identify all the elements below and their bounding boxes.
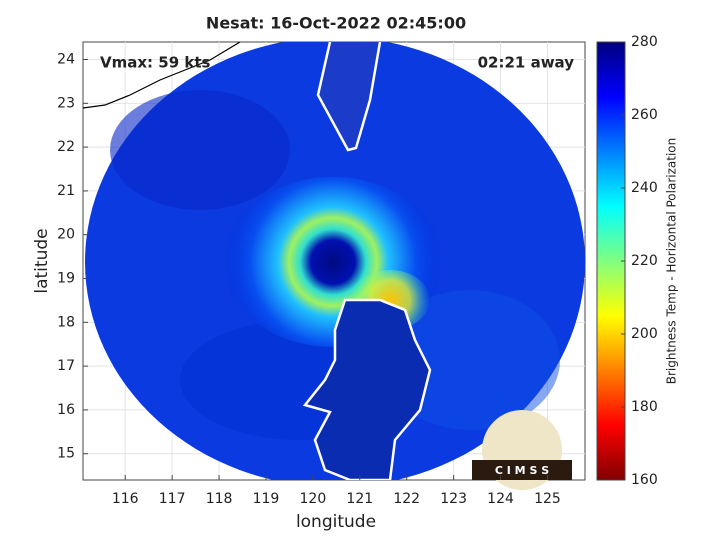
colorbar-tick-label: 260	[631, 107, 658, 123]
x-tick-label: 117	[159, 491, 186, 507]
y-tick-label: 15	[57, 446, 75, 462]
vmax-label: Vmax: 59 kts	[100, 54, 210, 72]
y-tick-label: 17	[57, 358, 75, 374]
x-tick-label: 123	[440, 491, 467, 507]
colorbar-tick-label: 220	[631, 253, 658, 269]
y-tick-label: 19	[57, 271, 75, 287]
x-tick-label: 122	[393, 491, 420, 507]
x-tick-label: 125	[534, 491, 561, 507]
title: Nesat: 16-Oct-2022 02:45:00	[206, 14, 466, 33]
colorbar-tick-label: 280	[631, 34, 658, 50]
logo-text: C I M S S	[495, 464, 549, 477]
x-tick-label: 124	[487, 491, 514, 507]
satellite-swath	[83, 42, 585, 480]
colorbar-tick-label: 180	[631, 399, 658, 415]
y-tick-label: 22	[57, 139, 75, 155]
y-tick-label: 23	[57, 95, 75, 111]
x-tick-label: 121	[346, 491, 373, 507]
x-tick-label: 119	[253, 491, 280, 507]
colorbar-tick-label: 240	[631, 180, 658, 196]
y-tick-label: 21	[57, 183, 75, 199]
colorbar-tick-label: 160	[631, 472, 658, 488]
x-tick-label: 120	[300, 491, 327, 507]
time-away-label: 02:21 away	[478, 54, 575, 72]
x-tick-label: 118	[206, 491, 233, 507]
x-axis-label: longitude	[296, 512, 376, 532]
colorbar-label: Brightness Temp - Horizontal Polarizatio…	[665, 138, 679, 385]
y-axis-label: latitude	[32, 228, 52, 293]
colorbar-tick-label: 200	[631, 326, 658, 342]
y-tick-label: 20	[57, 227, 75, 243]
x-tick-label: 116	[112, 491, 139, 507]
y-tick-label: 18	[57, 314, 75, 330]
y-tick-label: 24	[57, 52, 75, 68]
colorbar	[596, 41, 626, 481]
y-tick-label: 16	[57, 402, 75, 418]
